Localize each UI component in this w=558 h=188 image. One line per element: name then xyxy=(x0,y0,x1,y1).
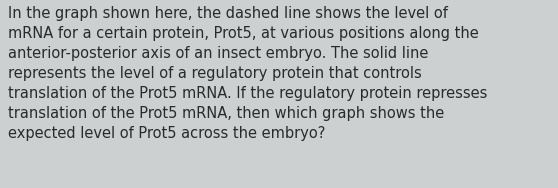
Text: In the graph shown here, the dashed line shows the level of
mRNA for a certain p: In the graph shown here, the dashed line… xyxy=(8,6,488,141)
